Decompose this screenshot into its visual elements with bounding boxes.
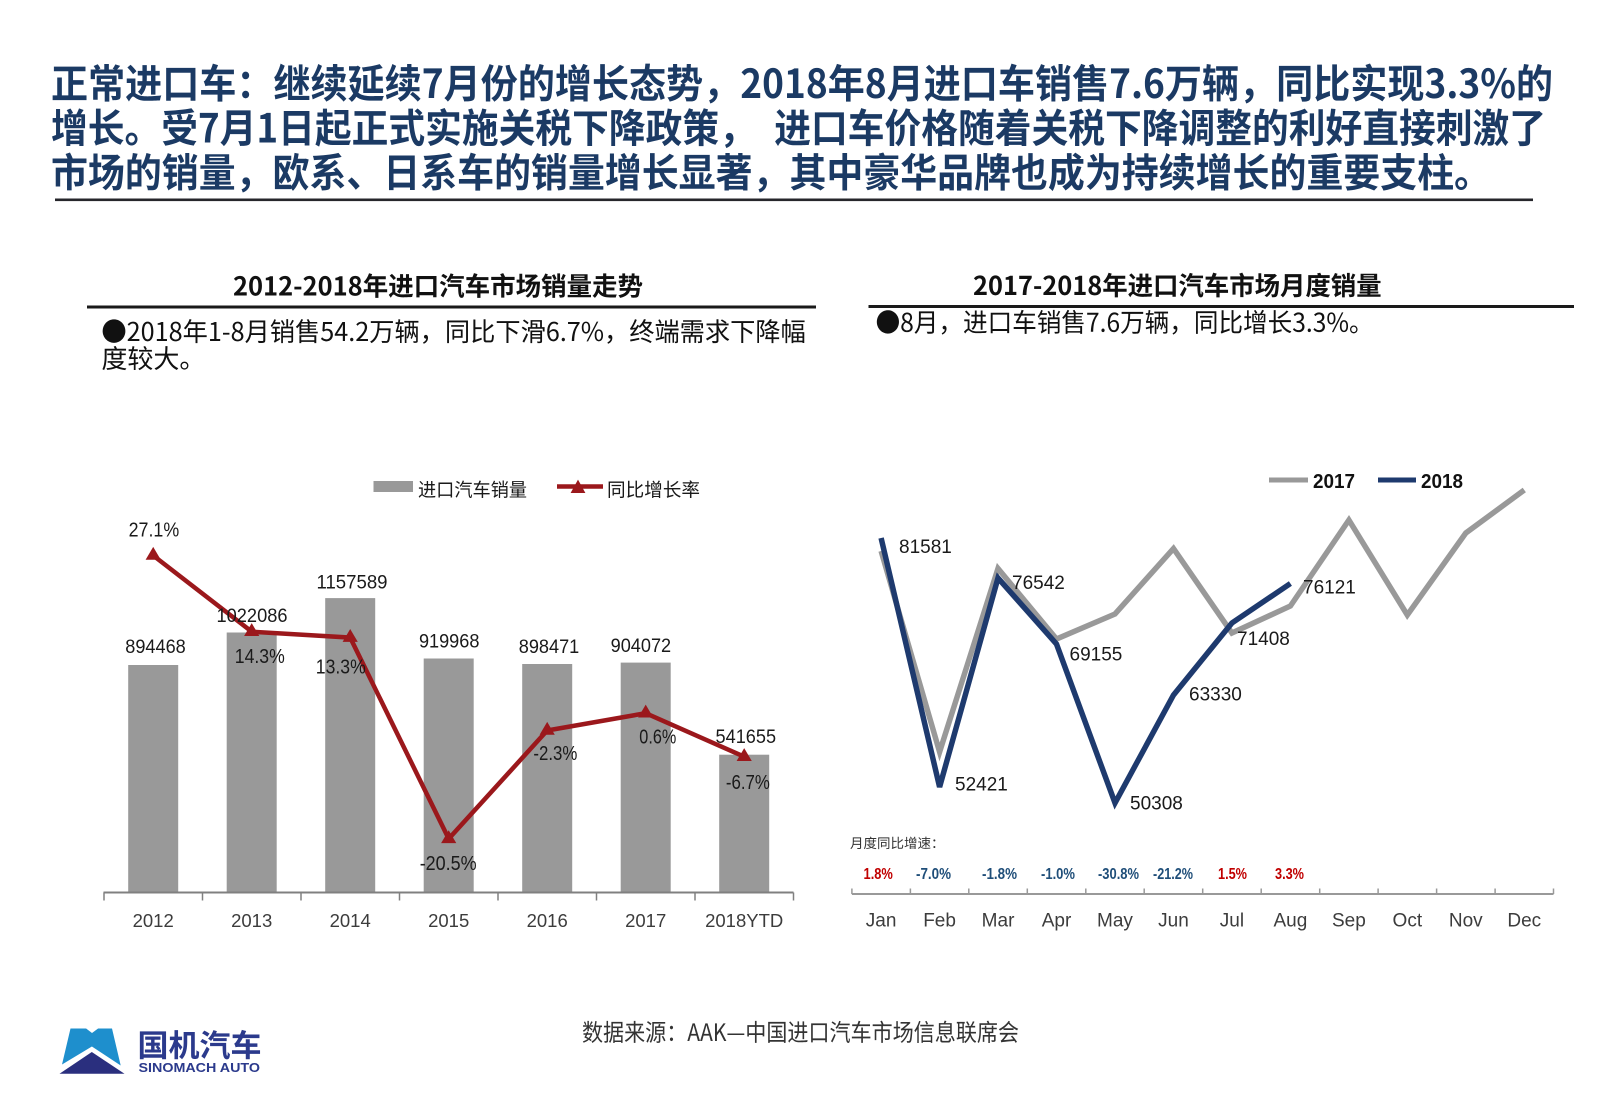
svg-text:76121: 76121 xyxy=(1303,578,1356,599)
svg-text:2018: 2018 xyxy=(1421,471,1463,493)
svg-text:-6.7%: -6.7% xyxy=(726,771,770,794)
svg-text:-1.0%: -1.0% xyxy=(1041,866,1075,883)
svg-text:Nov: Nov xyxy=(1449,911,1483,932)
svg-text:Aug: Aug xyxy=(1273,911,1307,932)
svg-text:71408: 71408 xyxy=(1237,629,1290,650)
svg-text:May: May xyxy=(1097,911,1133,932)
svg-text:1.5%: 1.5% xyxy=(1218,866,1247,883)
svg-text:3.3%: 3.3% xyxy=(1275,866,1304,883)
svg-text:Jul: Jul xyxy=(1220,911,1244,932)
svg-text:13.3%: 13.3% xyxy=(316,656,366,679)
svg-text:-20.5%: -20.5% xyxy=(420,852,477,875)
svg-text:2013: 2013 xyxy=(231,910,272,931)
svg-text:Oct: Oct xyxy=(1393,911,1423,932)
svg-text:63330: 63330 xyxy=(1189,685,1242,706)
svg-text:Feb: Feb xyxy=(923,911,956,932)
svg-text:Sep: Sep xyxy=(1332,911,1366,932)
svg-text:2016: 2016 xyxy=(527,910,568,931)
svg-text:-21.2%: -21.2% xyxy=(1153,866,1193,883)
svg-text:2017: 2017 xyxy=(625,910,666,931)
svg-text:14.3%: 14.3% xyxy=(235,645,285,668)
svg-text:2015: 2015 xyxy=(428,910,469,931)
svg-text:52421: 52421 xyxy=(955,775,1008,796)
svg-text:-2.3%: -2.3% xyxy=(533,742,577,765)
svg-text:Jun: Jun xyxy=(1158,911,1189,932)
svg-text:2018YTD: 2018YTD xyxy=(705,910,783,931)
svg-text:-7.0%: -7.0% xyxy=(916,866,951,883)
svg-text:0.6%: 0.6% xyxy=(639,726,676,749)
svg-text:27.1%: 27.1% xyxy=(129,519,180,542)
svg-text:SINOMACH AUTO: SINOMACH AUTO xyxy=(139,1061,261,1075)
svg-text:Mar: Mar xyxy=(982,911,1015,932)
svg-text:Apr: Apr xyxy=(1042,911,1072,932)
svg-text:-30.8%: -30.8% xyxy=(1098,866,1139,883)
svg-text:1022086: 1022086 xyxy=(217,605,288,627)
svg-text:2012: 2012 xyxy=(133,910,174,931)
svg-text:919968: 919968 xyxy=(419,631,480,653)
svg-text:50308: 50308 xyxy=(1130,794,1183,815)
svg-text:81581: 81581 xyxy=(899,537,952,558)
svg-text:904072: 904072 xyxy=(611,635,672,657)
svg-text:2017: 2017 xyxy=(1313,471,1355,493)
svg-text:1157589: 1157589 xyxy=(317,572,388,594)
svg-text:898471: 898471 xyxy=(519,636,580,658)
svg-text:541655: 541655 xyxy=(716,726,777,748)
svg-text:-1.8%: -1.8% xyxy=(982,866,1017,883)
svg-text:1.8%: 1.8% xyxy=(864,866,893,883)
svg-text:Jan: Jan xyxy=(866,911,897,932)
svg-text:894468: 894468 xyxy=(125,636,186,658)
svg-text:69155: 69155 xyxy=(1070,645,1123,666)
svg-text:2014: 2014 xyxy=(330,910,371,931)
svg-text:Dec: Dec xyxy=(1507,911,1541,932)
svg-text:76542: 76542 xyxy=(1012,573,1065,594)
